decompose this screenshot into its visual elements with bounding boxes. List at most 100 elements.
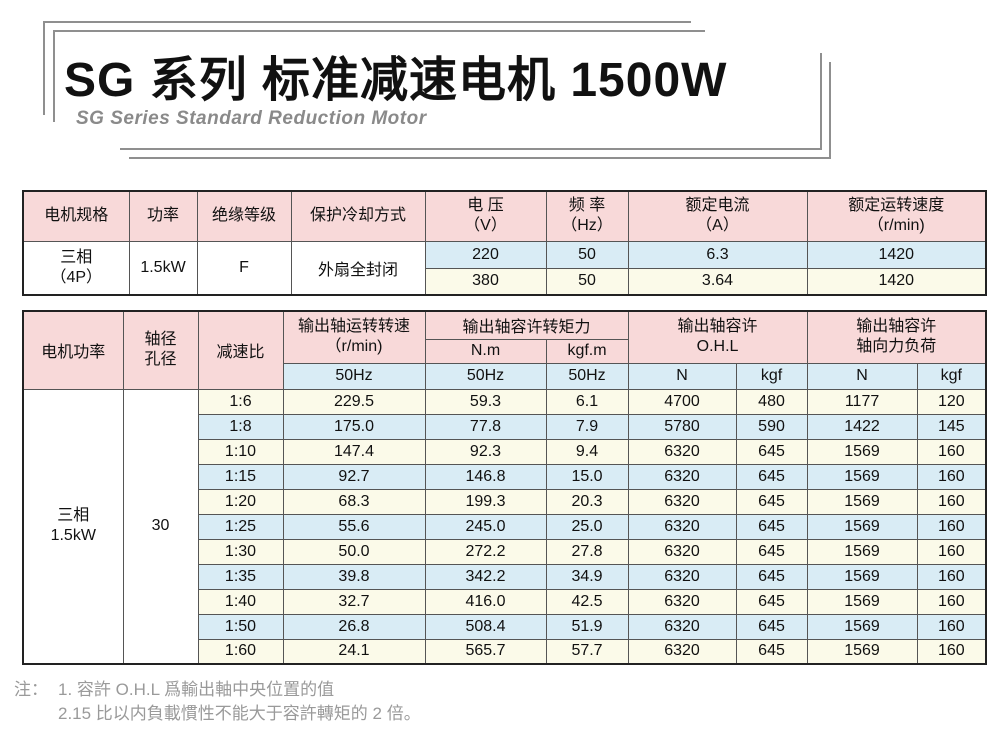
ohl-n-cell: 6320	[627, 513, 737, 540]
spec-header-speed: 额定运转速度 （r/min)	[806, 190, 987, 242]
ratio-row: 1:15 92.7 146.8 15.0 6320 645 1569 160	[23, 463, 987, 490]
torque-nm-cell: 508.4	[424, 613, 547, 640]
ratio-subheader-nm-hz: 50Hz	[424, 362, 547, 390]
ratio-cell: 1:60	[197, 638, 284, 665]
axial-kgf-cell: 120	[916, 388, 987, 415]
torque-nm-cell: 77.8	[424, 413, 547, 440]
note-label: 注：	[14, 680, 48, 699]
output-speed-cell: 229.5	[282, 388, 426, 415]
ohl-n-cell: 4700	[627, 388, 737, 415]
axial-n-cell: 1569	[806, 588, 918, 615]
ratio-subheader-axial-kgf: kgf	[916, 362, 987, 390]
spec-cell-type: 三相 （4P）	[22, 240, 130, 296]
spec-header-voltage: 电 压 （V）	[424, 190, 547, 242]
spec-table: 电机规格 功率 绝缘等级 保护冷却方式 电 压 （V） 频 率 （Hz） 额定电…	[22, 190, 987, 296]
note-line-2: 2.15 比以内負載慣性不能大于容許轉矩的 2 倍。	[58, 704, 421, 723]
spec-cell-power: 1.5kW	[128, 240, 198, 296]
ratio-header-shaft-bore: 轴径 孔径	[122, 310, 199, 390]
torque-kgfm-cell: 20.3	[545, 488, 629, 515]
ratio-row: 三相 1.5kW 30 1:6 229.5 59.3 6.1 4700 480 1177 120	[22, 388, 987, 665]
ratio-cell: 1:35	[197, 563, 284, 590]
axial-n-cell: 1422	[806, 413, 918, 440]
spec-header-row: 电机规格 功率 绝缘等级 保护冷却方式 电 压 （V） 频 率 （Hz） 额定电…	[22, 190, 987, 242]
ratio-cell: 1:40	[197, 588, 284, 615]
ratio-header-ratio: 减速比	[197, 310, 284, 390]
ratio-header-torque-group: 输出轴容许转矩力	[424, 310, 629, 340]
ratio-header-row-3: 50Hz 50Hz 50Hz N kgf N kgf	[23, 362, 987, 390]
axial-kgf-cell: 160	[916, 588, 987, 615]
torque-nm-cell: 565.7	[424, 638, 547, 665]
output-speed-cell: 50.0	[282, 538, 426, 565]
ohl-kgf-cell: 645	[735, 538, 808, 565]
spec-cell-current: 3.64	[627, 267, 808, 296]
axial-kgf-cell: 160	[916, 638, 987, 665]
axial-kgf-cell: 160	[916, 563, 987, 590]
spec-header-current: 额定电流 （A）	[627, 190, 808, 242]
ratio-header-torque-nm: N.m	[424, 338, 547, 364]
axial-kgf-cell: 160	[916, 513, 987, 540]
torque-kgfm-cell: 6.1	[545, 388, 629, 415]
output-speed-cell: 24.1	[282, 638, 426, 665]
page-title: SG 系列 标准减速电机 1500W	[64, 54, 728, 107]
ohl-n-cell: 6320	[627, 638, 737, 665]
footnotes: 注： 1. 容許 O.H.L 爲輸出軸中央位置的值 2.15 比以内負載慣性不能…	[14, 678, 421, 726]
axial-n-cell: 1569	[806, 513, 918, 540]
ratio-cell: 1:25	[197, 513, 284, 540]
ratio-row: 1:10 147.4 92.3 9.4 6320 645 1569 160	[23, 438, 987, 465]
torque-kgfm-cell: 27.8	[545, 538, 629, 565]
torque-nm-cell: 272.2	[424, 538, 547, 565]
ratio-cell: 1:30	[197, 538, 284, 565]
torque-nm-cell: 59.3	[424, 388, 547, 415]
ohl-kgf-cell: 480	[735, 388, 808, 415]
spec-row-380: 380 50 3.64 1420	[23, 267, 987, 296]
spec-row-220: 三相 （4P） 1.5kW F 外扇全封闭 220 50 6.3 1420	[22, 240, 987, 296]
ratio-subheader-ohl-kgf: kgf	[735, 362, 808, 390]
output-speed-cell: 32.7	[282, 588, 426, 615]
ohl-kgf-cell: 645	[735, 638, 808, 665]
ratio-table-body: 三相 1.5kW 30 1:6 229.5 59.3 6.1 4700 480 1177 120 1…	[22, 388, 987, 665]
output-speed-cell: 147.4	[282, 438, 426, 465]
ratio-cell: 1:10	[197, 438, 284, 465]
torque-kgfm-cell: 42.5	[545, 588, 629, 615]
axial-kgf-cell: 160	[916, 463, 987, 490]
ohl-n-cell: 6320	[627, 488, 737, 515]
torque-kgfm-cell: 34.9	[545, 563, 629, 590]
ohl-n-cell: 6320	[627, 588, 737, 615]
torque-nm-cell: 199.3	[424, 488, 547, 515]
axial-n-cell: 1569	[806, 463, 918, 490]
ratio-row: 1:25 55.6 245.0 25.0 6320 645 1569 160	[23, 513, 987, 540]
torque-kgfm-cell: 25.0	[545, 513, 629, 540]
spec-cell-voltage: 220	[424, 240, 547, 269]
spec-header-spec: 电机规格	[22, 190, 130, 242]
ohl-n-cell: 5780	[627, 413, 737, 440]
ratio-header-row-1: 电机功率 轴径 孔径 减速比 输出轴运转转速 （r/min) 输出轴容许转矩力 …	[22, 310, 987, 390]
ratio-row: 1:50 26.8 508.4 51.9 6320 645 1569 160	[23, 613, 987, 640]
ratio-cell: 1:15	[197, 463, 284, 490]
output-speed-cell: 26.8	[282, 613, 426, 640]
axial-n-cell: 1569	[806, 613, 918, 640]
note-line-1: 1. 容許 O.H.L 爲輸出軸中央位置的值	[58, 680, 335, 699]
ratio-subheader-ohl-n: N	[627, 362, 737, 390]
torque-nm-cell: 245.0	[424, 513, 547, 540]
torque-kgfm-cell: 7.9	[545, 413, 629, 440]
ohl-kgf-cell: 645	[735, 513, 808, 540]
output-speed-cell: 55.6	[282, 513, 426, 540]
ratio-header-ohl-group: 输出轴容许 O.H.L	[627, 310, 808, 364]
output-speed-cell: 92.7	[282, 463, 426, 490]
output-speed-cell: 68.3	[282, 488, 426, 515]
axial-n-cell: 1569	[806, 538, 918, 565]
ratio-table: 电机功率 轴径 孔径 减速比 输出轴运转转速 （r/min) 输出轴容许转矩力 …	[22, 310, 988, 665]
ohl-n-cell: 6320	[627, 613, 737, 640]
ratio-row: 1:30 50.0 272.2 27.8 6320 645 1569 160	[23, 538, 987, 565]
ratio-header-torque-kgfm: kgf.m	[545, 338, 629, 364]
torque-nm-cell: 92.3	[424, 438, 547, 465]
ohl-kgf-cell: 645	[735, 463, 808, 490]
axial-kgf-cell: 145	[916, 413, 987, 440]
ratio-header-axial-group: 输出轴容许 轴向力负荷	[806, 310, 987, 364]
spec-header-cooling: 保护冷却方式	[290, 190, 426, 242]
motor-power-cell: 三相 1.5kW	[22, 388, 124, 665]
spec-cell-frequency: 50	[545, 240, 629, 269]
ohl-n-cell: 6320	[627, 438, 737, 465]
axial-kgf-cell: 160	[916, 613, 987, 640]
ohl-kgf-cell: 590	[735, 413, 808, 440]
